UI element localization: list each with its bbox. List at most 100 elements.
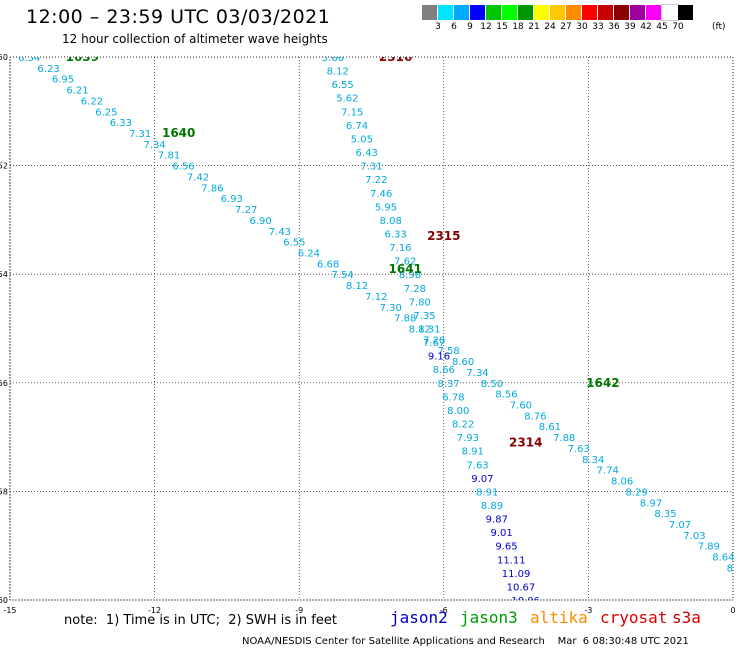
wave-height-label: 7.63 [466, 460, 488, 471]
wave-height-label: 8.97 [640, 498, 662, 509]
wave-height-label: 8.29 [625, 487, 647, 498]
wave-height-label: 7.20 [423, 335, 445, 346]
wave-height-label: 6.68 [317, 259, 339, 270]
colorbar-swatch [502, 5, 518, 20]
wave-height-label: 7.35 [413, 311, 435, 322]
wave-height-label: 8.12 [409, 325, 431, 336]
wave-height-label: 8.35 [654, 509, 676, 520]
wave-height-label: 7.88 [394, 314, 416, 325]
y-tick-label: -60 [0, 596, 8, 605]
wave-height-label: 6.21 [66, 86, 88, 97]
colorbar-labels: 3 6 9 12 15 18 21 24 27 30 33 36 39 42 45 70 [422, 22, 740, 34]
wave-height-label: 7.27 [235, 205, 257, 216]
wave-height-label: 7.12 [365, 292, 387, 303]
colorbar-label: 39 [624, 22, 636, 32]
wave-height-label: 7.34 [466, 368, 488, 379]
wave-height-label: 8.08 [380, 216, 402, 227]
wave-height-label: 8.12 [327, 67, 349, 78]
wave-height-label: 7.31 [129, 129, 151, 140]
wave-height-label: 7.42 [187, 172, 209, 183]
colorbar-swatch [438, 5, 454, 20]
wave-height-label: 7.15 [341, 107, 363, 118]
pass-time-label: 2314 [509, 436, 542, 450]
wave-height-label: 6.33 [384, 229, 406, 240]
x-tick-label: 0 [730, 606, 735, 615]
x-tick-label: -9 [295, 606, 303, 615]
pass-time-label: 1639 [66, 50, 99, 64]
colorbar-label: 15 [496, 22, 508, 32]
colorbar-label: 18 [512, 22, 524, 32]
colorbar-label: 9 [467, 22, 473, 32]
wave-height-label: 7.81 [158, 151, 180, 162]
colorbar-swatch [678, 5, 694, 20]
x-tick-label: -3 [584, 606, 592, 615]
colorbar-label: 33 [592, 22, 604, 32]
wave-height-label: 6.33 [110, 118, 132, 129]
legend-altika: altika [530, 608, 588, 627]
colorbar-label: 45 [656, 22, 668, 32]
wave-height-label: 6.90 [250, 216, 272, 227]
wave-height-label: 8.66 [433, 365, 455, 376]
wave-height-label: 6.23 [37, 64, 59, 75]
wave-height-label: 7.30 [380, 303, 402, 314]
colorbar-swatch [661, 4, 679, 21]
colorbar-swatch [550, 5, 566, 20]
wave-height-label: 9.16 [428, 352, 450, 363]
colorbar-swatch [630, 5, 646, 20]
credit-line: NOAA/NESDIS Center for Satellite Applica… [242, 636, 689, 647]
wave-height-label: 7.93 [457, 433, 479, 444]
wave-height-label: 8.06 [611, 477, 633, 488]
colorbar-label: 24 [544, 22, 556, 32]
wave-height-label: 8.91 [476, 487, 498, 498]
colorbar-label: 3 [435, 22, 441, 32]
colorbar-swatch [422, 5, 438, 20]
colorbar-label: 6 [451, 22, 457, 32]
wave-height-label: 5.05 [351, 134, 373, 145]
wave-height-label: 7.86 [201, 183, 223, 194]
wave-height-label: 6.74 [346, 121, 368, 132]
wave-height-label: 10.67 [507, 582, 536, 593]
colorbar-swatch [534, 5, 550, 20]
pass-time-label: 2315 [427, 229, 460, 243]
wave-height-label: 6.54 [18, 53, 40, 64]
pass-time-label: 1642 [586, 376, 619, 390]
wave-height-label: 6.24 [298, 248, 320, 259]
colorbar-label: 21 [528, 22, 540, 32]
colorbar-swatch [470, 5, 486, 20]
wave-height-label: 7.63 [568, 444, 590, 455]
wave-height-label: 7.46 [370, 189, 392, 200]
wave-height-label: 5.95 [375, 202, 397, 213]
wave-height-label: 6.55 [331, 80, 353, 91]
y-tick-label: -58 [0, 487, 8, 496]
map-title: 12:00 – 23:59 UTC 03/03/2021 [26, 6, 331, 28]
wave-height-label: 6.22 [81, 96, 103, 107]
wave-height-label: 7.54 [331, 270, 353, 281]
wave-height-label: 10.06 [511, 596, 540, 607]
colorbar-label: 42 [640, 22, 652, 32]
wave-height-label: 8.64 [712, 553, 734, 564]
wave-height-label: 7.62 [394, 257, 416, 268]
wave-height-label: 9.87 [486, 515, 508, 526]
wave-height-label: 9.65 [495, 542, 517, 553]
wave-height-label: 7.03 [683, 531, 705, 542]
legend-jason2: jason2 [390, 608, 448, 627]
x-tick-label: -15 [3, 606, 16, 615]
colorbar-swatch [486, 5, 502, 20]
legend-cryosat: cryosat [600, 608, 668, 627]
y-tick-label: -52 [0, 162, 8, 171]
wave-height-label: 7.43 [269, 227, 291, 238]
wave-height-label: 7.31 [360, 162, 382, 173]
wave-height-label: 8.89 [481, 501, 503, 512]
colorbar-unit: (ft) [712, 22, 726, 32]
wave-height-label: 6.93 [221, 194, 243, 205]
wave-height-label: 8.91 [462, 447, 484, 458]
wave-height-label: 6.55 [283, 238, 305, 249]
wave-height-label: 8.56 [495, 390, 517, 401]
colorbar-swatch [566, 5, 582, 20]
legend-jason3: jason3 [460, 608, 518, 627]
wave-height-label: 8.12 [346, 281, 368, 292]
y-tick-label: -50 [0, 53, 8, 62]
wave-height-label: 8.22 [452, 420, 474, 431]
data-layer: 6.546.236.956.216.226.256.337.317.347.81… [18, 50, 734, 607]
